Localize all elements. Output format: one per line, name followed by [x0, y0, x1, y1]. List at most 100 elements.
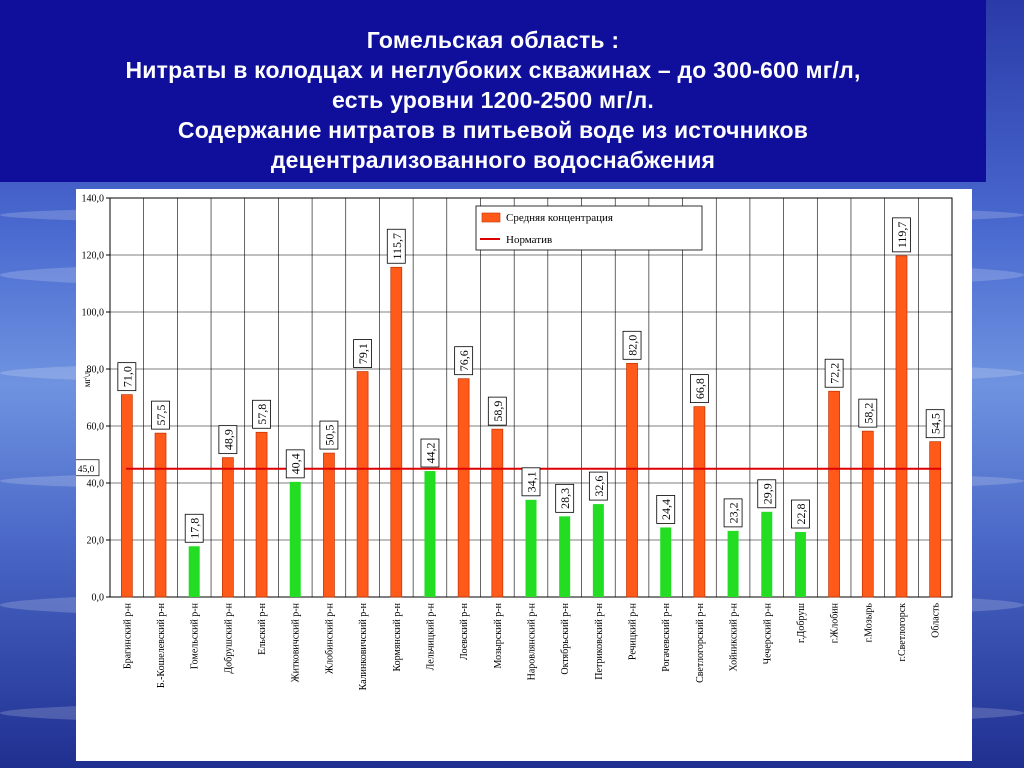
value-label-box — [757, 479, 777, 509]
bar — [188, 546, 200, 597]
category-label: Кормянский р-н — [392, 602, 403, 671]
title-line-4: Содержание нитратов в питьевой воде из и… — [177, 117, 809, 143]
value-label: 17,8 — [188, 518, 202, 539]
value-label-box — [454, 346, 474, 376]
bar — [457, 378, 470, 598]
value-label: 66,8 — [693, 378, 707, 399]
bar — [154, 432, 167, 598]
bar — [289, 481, 301, 597]
category-label: Жлобинский р-н — [324, 602, 335, 674]
value-label: 50,5 — [322, 425, 336, 446]
bar — [356, 371, 369, 598]
value-label-box — [690, 374, 709, 404]
value-label: 48,9 — [221, 429, 235, 450]
value-label: 79,1 — [356, 343, 370, 364]
value-label: 57,8 — [255, 404, 269, 425]
y-tick-label: 80,0 — [87, 365, 105, 376]
value-label-box — [824, 358, 844, 388]
value-label-box — [285, 449, 305, 479]
category-label: Ельский р-н — [257, 602, 268, 654]
value-label-box — [117, 362, 137, 392]
value-label: 24,4 — [659, 499, 673, 520]
value-label: 32,6 — [592, 476, 606, 497]
y-tick-label: 120,0 — [82, 251, 105, 262]
legend-swatch-bar — [481, 212, 501, 223]
bar — [255, 431, 268, 598]
value-label: 71,0 — [120, 366, 134, 387]
value-label: 58,2 — [861, 403, 875, 424]
bar — [559, 516, 571, 597]
value-label: 28,3 — [558, 488, 572, 509]
category-label: Лельчицкий р-н — [425, 602, 436, 670]
value-label-box — [386, 228, 406, 264]
slide-title: Гомельская область : Нитраты в колодцах … — [0, 0, 986, 182]
legend-box — [475, 205, 703, 251]
category-label: Хойникский р-н — [729, 602, 740, 671]
category-label: Область — [931, 603, 942, 638]
value-label: 115,7 — [390, 233, 404, 260]
value-label: 54,5 — [929, 413, 943, 434]
value-label-box — [420, 438, 440, 468]
category-label: г.Жлобин — [830, 602, 841, 643]
value-label-box — [218, 425, 238, 455]
y-axis-label: мг\л — [82, 370, 92, 387]
bar — [895, 255, 908, 598]
y-tick-label: 60,0 — [87, 422, 105, 433]
y-tick-label: 20,0 — [87, 536, 105, 547]
value-label: 44,2 — [423, 443, 437, 464]
value-label: 40,4 — [289, 453, 303, 474]
value-label: 82,0 — [626, 335, 640, 356]
category-label: г.Мозырь — [863, 603, 874, 643]
category-label: Лоевский р-н — [459, 602, 470, 660]
legend-label: Средняя концентрация — [506, 212, 613, 224]
value-label-box — [723, 498, 743, 528]
y-tick-label: 40,0 — [87, 479, 105, 490]
value-label-box — [925, 409, 945, 439]
category-label: Житковичский р-н — [291, 602, 302, 682]
value-label-box — [656, 495, 676, 524]
title-line-3: есть уровни 1200-2500 мг/л. — [332, 87, 654, 113]
value-label-box — [252, 399, 271, 429]
value-label: 76,6 — [457, 350, 471, 371]
category-label: Мозырский р-н — [493, 602, 504, 668]
bar — [424, 471, 436, 597]
bar-chart: 0,0 20,0 40,0 60,0 80,0 100,0 120,0 140,0 мг\л 45… — [72, 194, 953, 690]
category-label: Наровлянский р-н — [527, 602, 538, 680]
category-label: Чечерский р-н — [762, 602, 773, 664]
title-line-2: Нитраты в колодцах и неглубоких скважина… — [125, 57, 861, 83]
value-label: 58,9 — [491, 401, 505, 422]
bar — [592, 504, 604, 597]
value-label-box — [353, 339, 373, 368]
category-label: Добрушский р-н — [223, 602, 234, 673]
value-label: 72,2 — [828, 363, 842, 384]
category-label: Гомельский р-н — [190, 602, 201, 669]
bar — [120, 394, 133, 598]
category-label: Речицкий р-н — [628, 602, 639, 660]
value-label-box — [319, 420, 339, 450]
value-label-box — [791, 499, 810, 529]
value-label: 22,8 — [794, 504, 808, 525]
value-label-box — [622, 330, 642, 360]
value-label-box — [521, 467, 541, 497]
y-tick-label: 140,0 — [82, 194, 105, 205]
value-label-box — [555, 483, 575, 513]
bar — [727, 530, 739, 597]
value-label-box — [892, 217, 911, 253]
norm-label: 45,0 — [78, 465, 95, 475]
legend-label: Норматив — [506, 234, 552, 246]
bar — [491, 428, 504, 598]
bar — [660, 527, 672, 597]
value-label-box — [151, 400, 170, 430]
y-tick-label: 100,0 — [82, 308, 105, 319]
bar — [626, 362, 638, 598]
chart-panel: 0,0 20,0 40,0 60,0 80,0 100,0 120,0 140,0 мг\л 45… — [72, 189, 972, 761]
y-tick-label: 0,0 — [92, 593, 105, 604]
value-label-box — [487, 396, 507, 426]
value-label: 23,2 — [727, 502, 741, 523]
category-label: г.Светлогорск — [897, 603, 908, 662]
category-label: Рогачевский р-н — [661, 602, 672, 671]
value-label: 57,5 — [154, 405, 168, 426]
bar — [929, 441, 942, 598]
category-label: г.Добруш — [796, 603, 807, 643]
category-label: Брагинский р-н — [122, 602, 133, 669]
